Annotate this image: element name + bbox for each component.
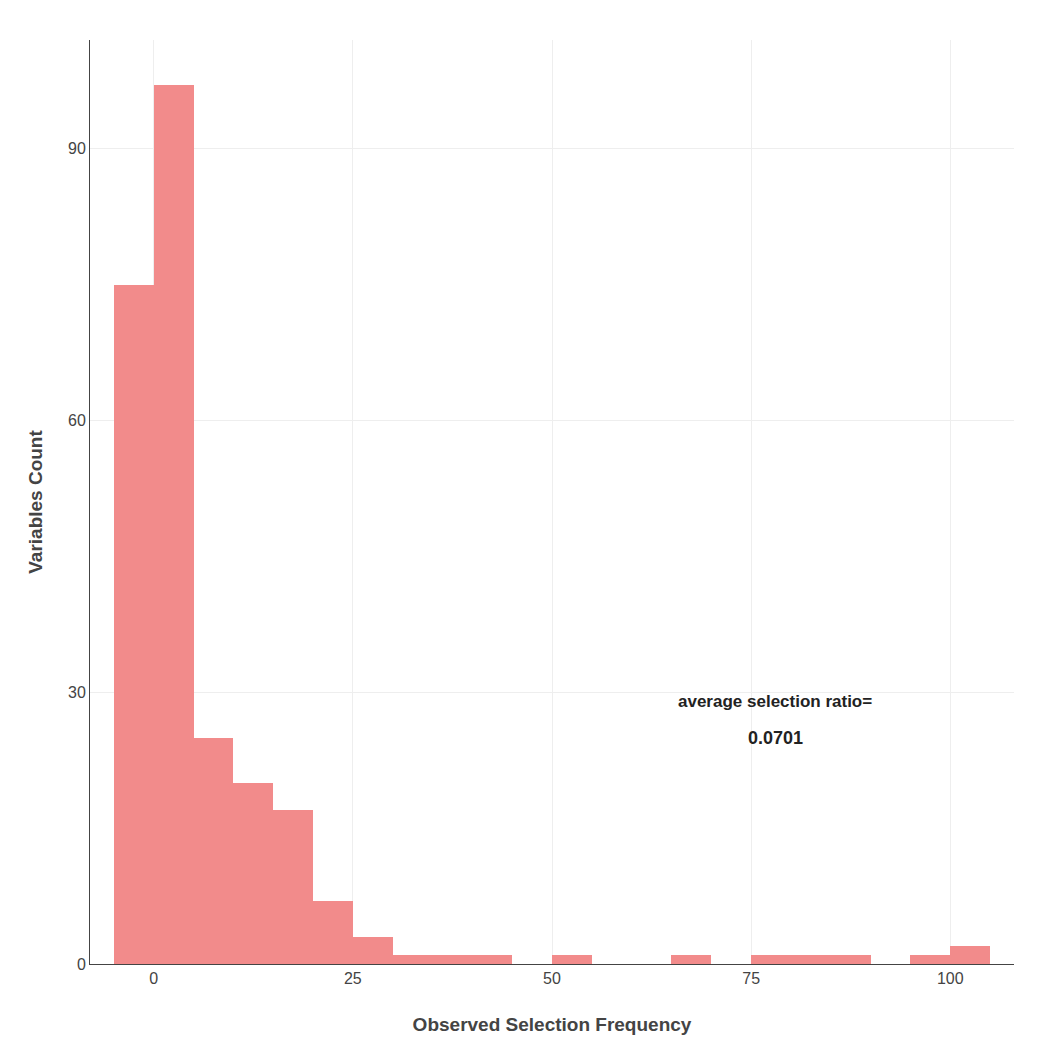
svg-text:100: 100 (937, 970, 964, 987)
svg-text:50: 50 (543, 970, 561, 987)
svg-text:average selection ratio=: average selection ratio= (678, 692, 872, 711)
svg-text:0: 0 (77, 956, 86, 973)
svg-text:30: 30 (68, 684, 86, 701)
svg-text:0: 0 (149, 970, 158, 987)
svg-text:Variables Count: Variables Count (25, 430, 46, 574)
svg-text:60: 60 (68, 412, 86, 429)
svg-text:0.0701: 0.0701 (748, 728, 803, 748)
svg-text:Observed Selection Frequency: Observed Selection Frequency (413, 1014, 692, 1035)
svg-text:25: 25 (344, 970, 362, 987)
svg-text:75: 75 (742, 970, 760, 987)
svg-text:90: 90 (68, 140, 86, 157)
